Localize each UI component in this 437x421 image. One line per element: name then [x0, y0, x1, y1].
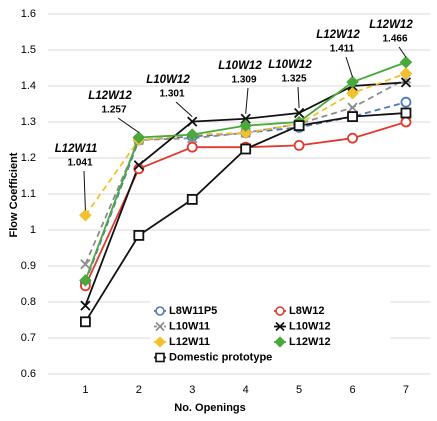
marker: [186, 141, 198, 153]
y-tick-label: 1.3: [21, 116, 36, 128]
marker: [399, 55, 413, 69]
marker: [400, 107, 412, 119]
y-tick-label: 0.7: [21, 332, 36, 344]
y-tick-label: 1.4: [21, 80, 36, 92]
marker: [133, 160, 144, 171]
x-tick-label: 5: [296, 384, 302, 396]
annotation-value: 1.301: [159, 89, 184, 100]
leader-line: [175, 101, 193, 118]
y-tick-label: 1.1: [21, 188, 36, 200]
legend-label: L8W12: [289, 305, 324, 317]
x-tick-label: 3: [189, 384, 195, 396]
legend-marker: [155, 306, 165, 316]
marker: [400, 96, 412, 108]
marker: [79, 208, 92, 222]
x-tick-label: 6: [349, 384, 355, 396]
marker: [185, 128, 199, 141]
marker: [347, 111, 358, 122]
legend-marker: [154, 336, 166, 348]
marker: [293, 139, 305, 151]
marker: [293, 107, 305, 119]
legend-marker: [155, 321, 165, 332]
marker: [240, 143, 252, 155]
leader-line: [297, 86, 300, 109]
marker: [399, 67, 413, 80]
x-tick-label: 4: [243, 384, 249, 396]
annotation-name: L10W12: [218, 60, 262, 72]
x-tick-label: 2: [136, 384, 142, 396]
leader-line: [117, 117, 140, 133]
annotation-name: L12W12: [369, 19, 413, 31]
y-tick-label: 0.8: [21, 296, 36, 308]
marker: [346, 86, 359, 100]
y-tick-label: 1.6: [21, 8, 36, 20]
leader-line: [345, 56, 354, 78]
y-axis-title: Flow Coefficient: [8, 152, 20, 237]
legend-label: L10W11: [169, 320, 210, 332]
annotation-value: 1.325: [281, 74, 306, 85]
legend-marker: [155, 352, 165, 363]
leader-line: [83, 170, 86, 211]
marker: [187, 116, 198, 127]
marker: [79, 316, 91, 328]
marker: [400, 116, 412, 128]
marker: [79, 274, 92, 287]
marker: [132, 131, 146, 144]
marker: [186, 193, 198, 205]
marker: [400, 77, 412, 88]
marker: [239, 126, 252, 140]
annotation-value: 1.041: [67, 158, 92, 169]
annotation-name: L10W12: [268, 59, 312, 71]
legend-label: L12W11: [169, 336, 210, 348]
leader-line: [245, 87, 249, 114]
marker: [347, 132, 358, 144]
legend-label: L8W11P5: [169, 305, 217, 317]
annotation-value: 1.411: [330, 44, 355, 55]
marker: [346, 75, 359, 89]
annotation-value: 1.257: [101, 105, 126, 116]
annotation-value: 1.309: [231, 75, 256, 86]
marker: [240, 113, 251, 124]
marker: [239, 119, 252, 132]
annotation-name: L12W12: [88, 90, 132, 102]
marker: [293, 120, 305, 131]
annotation-name: L12W12: [316, 29, 360, 41]
marker: [133, 229, 145, 241]
legend-marker: [275, 306, 285, 316]
y-tick-label: 1.5: [21, 44, 36, 56]
annotation-value: 1.466: [382, 34, 407, 45]
y-tick-label: 0.9: [21, 260, 36, 272]
legend-label: L10W12: [289, 320, 331, 332]
x-tick-label: 7: [403, 384, 409, 396]
leader-line: [398, 46, 407, 58]
marker: [347, 102, 358, 113]
marker: [80, 259, 91, 270]
legend-marker: [275, 321, 285, 332]
x-tick-label: 1: [82, 384, 88, 396]
x-axis-title: No. Openings: [174, 402, 246, 414]
y-tick-label: 0.6: [21, 368, 36, 380]
y-tick-label: 1.2: [21, 152, 36, 164]
legend-box: [150, 300, 390, 368]
legend-label: Domestic prototype: [169, 351, 272, 363]
legend-marker: [274, 336, 286, 348]
legend-label: L12W12: [289, 336, 331, 348]
annotation-name: L10W12: [146, 74, 190, 86]
marker: [80, 300, 91, 311]
legend: L8W11P5 L8W12 L10W11 L10W12 L12W11 L12W12 Dome…: [150, 300, 390, 368]
annotation-name: L12W11: [55, 143, 98, 155]
y-tick-label: 1: [30, 224, 36, 236]
